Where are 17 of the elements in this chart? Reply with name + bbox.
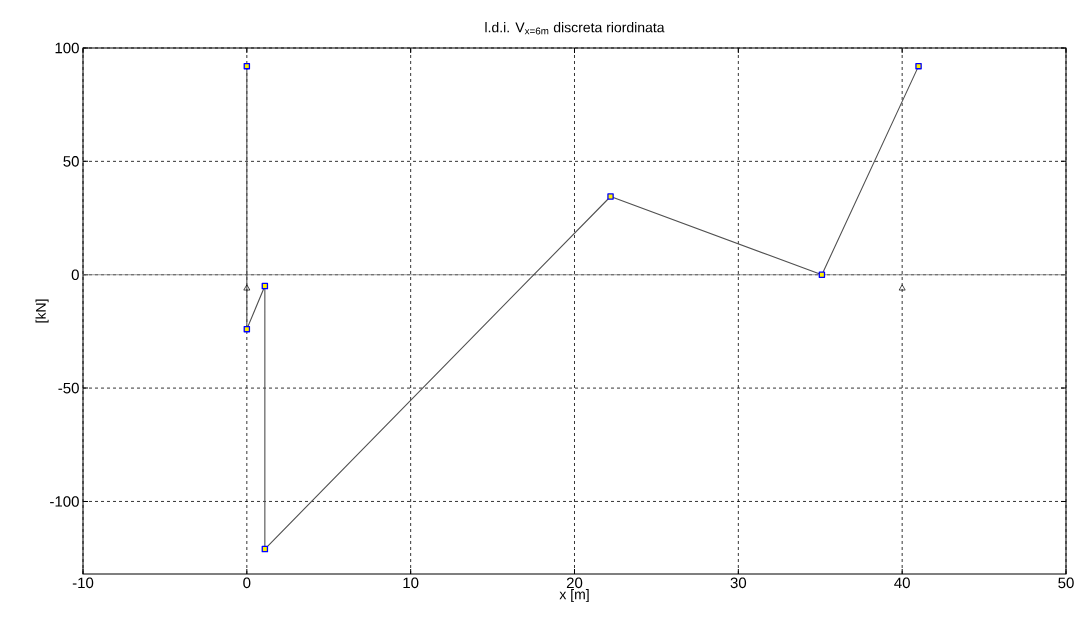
x-tick-label: 40 (894, 577, 910, 589)
y-tick-label: 50 (63, 156, 79, 167)
point (898, 284, 906, 291)
x-tick-label: 30 (730, 577, 747, 589)
point (243, 284, 251, 291)
y-tick-label: 100 (55, 42, 79, 54)
x-tick-label: 0 (243, 577, 251, 589)
x-tick-label: 20 (566, 577, 583, 589)
y-tick-label: 0 (71, 269, 79, 281)
x-tick-label: -10 (72, 577, 94, 589)
y-tick-label: -100 (50, 496, 79, 507)
y-axis-title: [kN] (35, 299, 49, 323)
y-tick-label: -50 (58, 382, 79, 394)
x-tick-label: 10 (403, 577, 419, 589)
x-tick-label: 50 (1058, 577, 1074, 589)
chart-title: l.d.i. V$_{x=6m}$ discreta riordinata (485, 22, 665, 35)
x-axis-title: x [m] (559, 589, 589, 603)
